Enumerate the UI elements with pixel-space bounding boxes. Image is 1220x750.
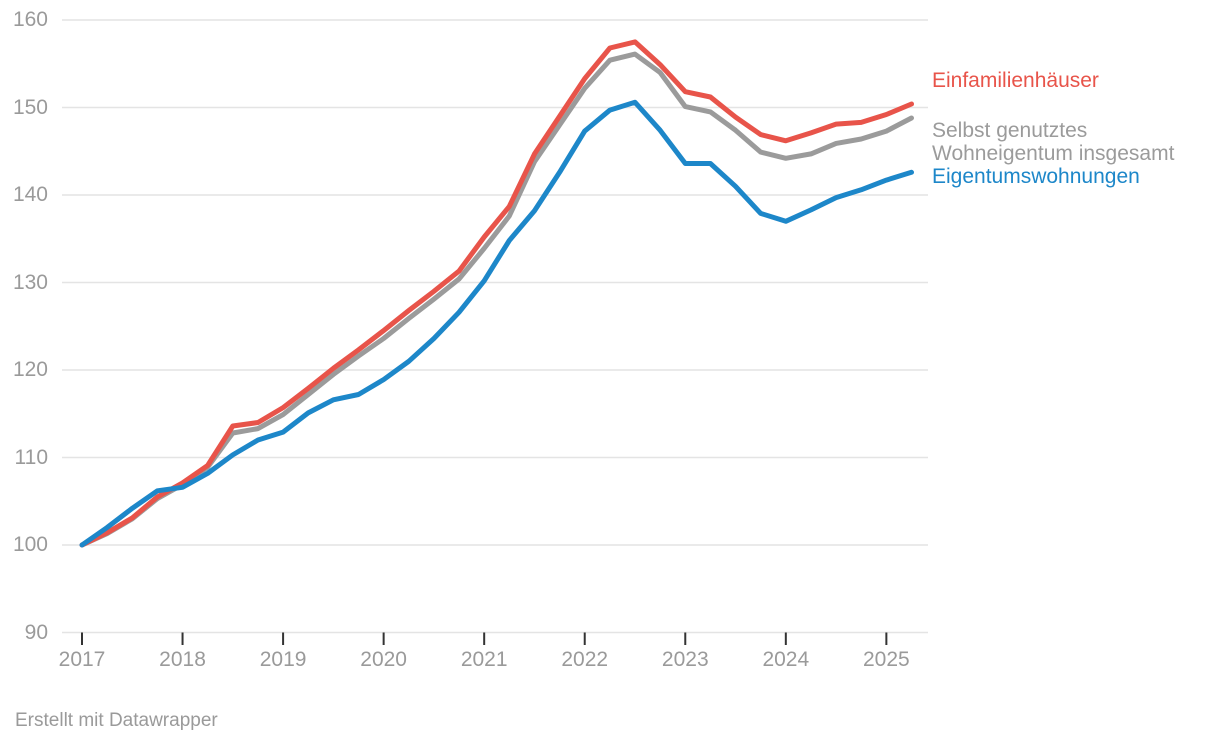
datawrapper-credit: Erstellt mit Datawrapper bbox=[15, 710, 218, 731]
y-axis-tick-label: 150 bbox=[12, 95, 48, 119]
x-axis-tick-label: 2020 bbox=[360, 648, 407, 671]
y-axis-tick-label: 90 bbox=[24, 620, 48, 644]
legend-label-eigentumswohnungen: Eigentumswohnungen bbox=[932, 165, 1140, 188]
y-axis-tick-label: 120 bbox=[12, 358, 48, 381]
y-axis-tick-label: 110 bbox=[14, 445, 48, 469]
x-axis-tick-label: 2021 bbox=[460, 648, 508, 671]
y-axis-tick-label: 140 bbox=[12, 183, 48, 206]
x-axis-tick-label: 2024 bbox=[762, 648, 810, 671]
legend-label-wohneigentum-insgesamt: Selbst genutztes Wohneigentum insgesamt bbox=[932, 119, 1175, 165]
x-axis-tick-label: 2025 bbox=[863, 648, 910, 671]
legend-label-einfamilienhaeuser: Einfamilienhäuser bbox=[932, 69, 1099, 92]
y-axis-tick-label: 130 bbox=[12, 270, 48, 294]
x-axis-tick-label: 2022 bbox=[561, 648, 609, 671]
x-axis-tick-label: 2019 bbox=[259, 648, 307, 671]
y-axis-tick-label: 100 bbox=[12, 533, 48, 556]
series-line-eigentumswohnungen bbox=[79, 99, 914, 548]
series-line-einfamilienhaeuser bbox=[79, 39, 914, 548]
x-axis-tick-label: 2017 bbox=[58, 648, 106, 671]
x-axis-tick-label: 2023 bbox=[661, 648, 709, 671]
y-axis-tick-label: 160 bbox=[12, 8, 48, 31]
x-axis-tick-label: 2018 bbox=[159, 648, 206, 671]
